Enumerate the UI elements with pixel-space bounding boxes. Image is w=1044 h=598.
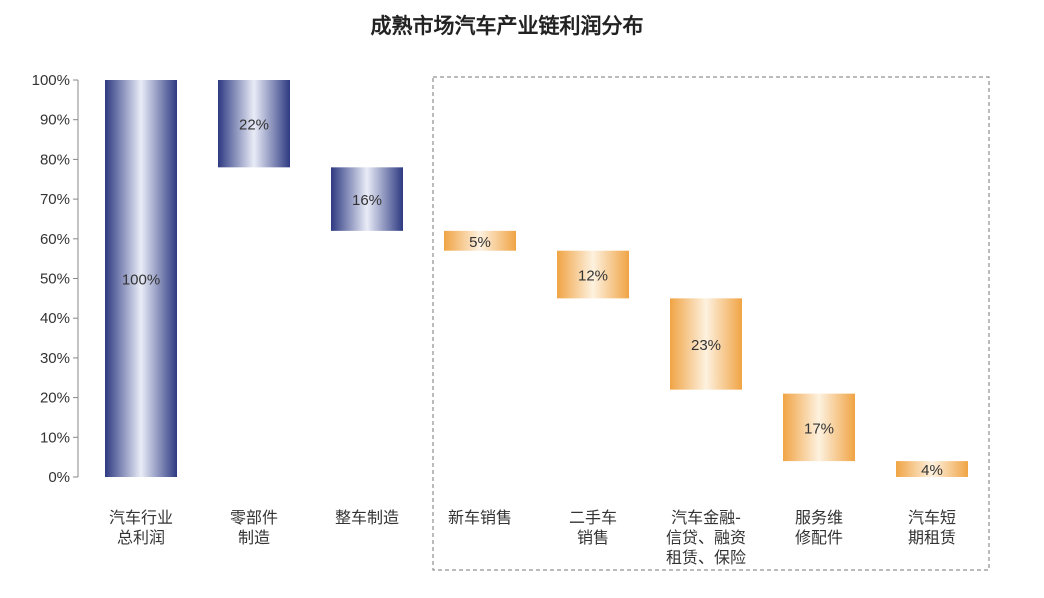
chart-title: 成熟市场汽车产业链利润分布 [371,14,644,38]
category-label-line: 修配件 [795,528,843,547]
bar-3 [444,230,516,251]
y-tick-label: 40% [40,310,70,327]
category-label: 汽车金融-信贷、融资租赁、保险 [666,508,746,567]
bar-0 [105,80,177,477]
bar-5 [670,298,742,390]
category-label-line: 汽车短 [908,508,956,527]
bar-4 [557,250,629,299]
category-label: 二手车销售 [569,508,617,547]
category-label: 汽车短期租赁 [908,508,956,547]
bar-value-label: 16% [352,192,382,209]
category-label-line: 总利润 [117,528,165,547]
y-tick-label: 20% [40,390,70,407]
category-labels: 汽车行业总利润 零部件制造 整车制造 新车销售 二手车销售 汽车金融-信贷、融资租赁、保险… [109,508,956,567]
bar-value-label: 17% [804,420,834,437]
bar-1 [218,80,290,168]
bar-value-label: 4% [921,462,943,479]
category-label-line: 整车制造 [335,508,399,527]
y-tick-label: 60% [40,231,70,248]
bar-value-label: 5% [469,234,491,251]
bar-2 [331,167,403,231]
bars-group: 100% 22% 16% 5% 12% 23% 17% 4% [105,80,968,479]
category-label-line: 汽车行业 [109,508,173,527]
category-label-line: 销售 [577,528,609,547]
category-label-line: 零部件 [230,508,278,527]
y-tick-label: 0% [48,469,70,486]
category-label-line: 期租赁 [908,528,956,547]
y-tick-label: 80% [40,151,70,168]
category-label: 整车制造 [335,508,399,527]
category-label-line: 二手车 [569,508,617,527]
category-label: 汽车行业总利润 [109,508,173,547]
bar-value-label: 100% [122,272,160,289]
bar-6 [783,393,855,462]
downstream-highlight-box [432,76,990,571]
category-label: 服务维修配件 [795,508,843,547]
category-label-line: 新车销售 [448,508,512,527]
category-label-line: 服务维 [795,508,843,527]
category-label: 新车销售 [448,508,512,527]
bar-value-label: 23% [691,337,721,354]
category-label-line: 制造 [238,528,270,547]
category-label-line: 信贷、融资 [666,528,746,547]
y-tick-label: 10% [40,429,70,446]
category-label: 零部件制造 [230,508,278,547]
y-tick-label: 30% [40,350,70,367]
bar-value-label: 22% [239,117,269,134]
category-label-line: 租赁、保险 [666,548,746,567]
category-label-line: 汽车金融- [671,508,741,527]
y-tick-label: 100% [32,72,70,89]
y-axis: 0% 10% 20% 30% 40% 50% 60% 70% 80% 90% 100% [32,72,79,486]
bar-7 [896,461,968,477]
bar-value-label: 12% [578,268,608,285]
dashed-highlight-rect [432,76,990,571]
y-tick-label: 50% [40,271,70,288]
y-tick-label: 70% [40,191,70,208]
y-tick-label: 90% [40,112,70,129]
